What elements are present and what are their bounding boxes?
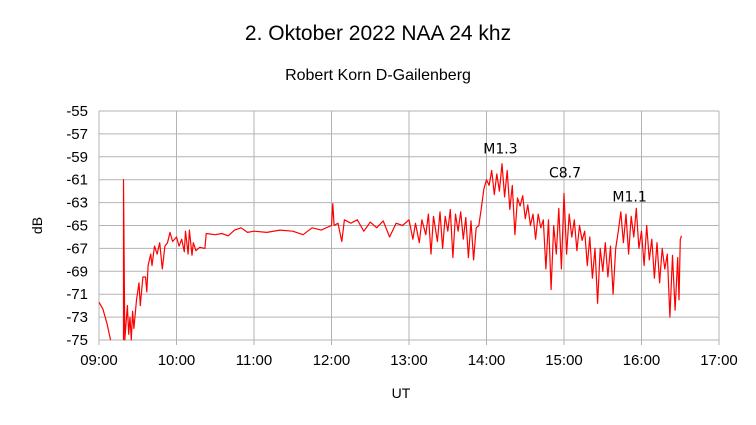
y-tick-label: -57: [66, 126, 88, 143]
y-tick-label: -73: [66, 309, 88, 326]
chart-subtitle: Robert Korn D-Gailenberg: [285, 67, 471, 84]
y-axis-label: dB: [29, 217, 45, 234]
x-tick-label: 15:00: [545, 352, 583, 369]
x-tick-label: 09:00: [80, 352, 118, 369]
series-line: [122, 163, 683, 341]
x-tick-label: 10:00: [158, 352, 196, 369]
series-line: [98, 301, 112, 341]
y-tick-label: -63: [66, 195, 88, 212]
chart-title: 2. Oktober 2022 NAA 24 khz: [244, 22, 512, 45]
x-axis-label: UT: [392, 385, 411, 401]
annotation-label: M1.3: [483, 141, 517, 157]
x-tick-label: 11:00: [236, 352, 272, 369]
y-tick-label: -71: [66, 286, 88, 303]
y-tick-label: -69: [66, 263, 88, 280]
x-tick-label: 17:00: [700, 352, 738, 369]
y-tick-label: -59: [66, 149, 88, 166]
data-series: [98, 163, 683, 341]
annotation-label: M1.1: [612, 189, 646, 205]
y-tick-label: -65: [66, 218, 88, 235]
y-tick-label: -55: [66, 103, 88, 120]
y-tick-label: -75: [66, 332, 88, 349]
annotation-label: C8.7: [549, 165, 581, 181]
y-tick-label: -61: [66, 172, 88, 189]
y-tick-label: -67: [66, 240, 88, 257]
x-tick-label: 13:00: [390, 352, 428, 369]
x-tick-label: 16:00: [623, 352, 661, 369]
x-tick-label: 12:00: [313, 352, 351, 369]
x-tick-label: 14:00: [468, 352, 506, 369]
